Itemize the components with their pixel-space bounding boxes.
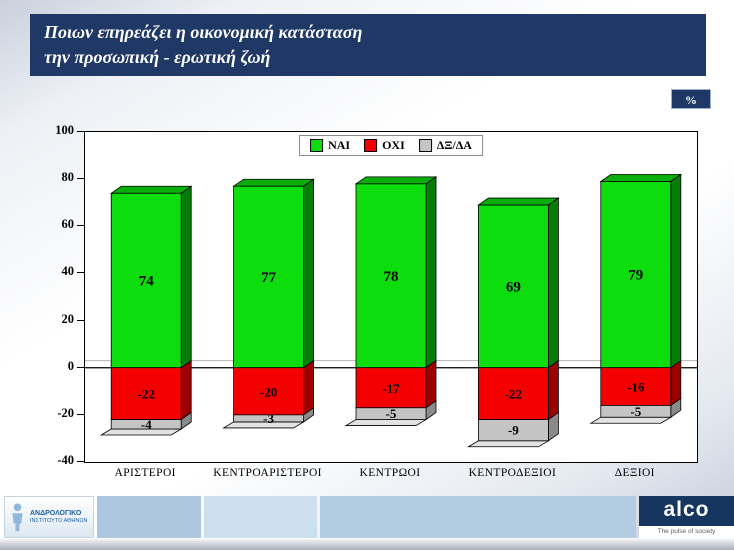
bar-yes-3 [477, 204, 549, 369]
footer-band-1 [97, 496, 201, 538]
bar-value-label: 74 [139, 274, 155, 290]
bar-chart: 74 -22 -4 77 -20 -3 78 -17 -5 69 -22 -9 79 -16 -5 [85, 173, 697, 448]
y-tick-label: 20 [61, 311, 75, 326]
bar-no-side-0 [180, 359, 192, 421]
y-tick-label: -20 [57, 405, 74, 420]
bar-value-label: 69 [506, 279, 521, 295]
bar-yes-side-3 [547, 197, 559, 369]
bar-yes-top-2 [354, 176, 438, 185]
bar-value-label: -16 [627, 380, 645, 395]
bar-yes-4 [600, 181, 672, 369]
footer-band-3 [320, 496, 636, 538]
bar-yes-side-0 [180, 185, 192, 369]
chart-legend: ΝΑΙ ΟΧΙ ΔΞ/ΔΑ [299, 135, 483, 156]
bar-value-label: -22 [138, 387, 155, 402]
y-tick-mark [77, 366, 84, 368]
bar-yes-side-2 [425, 176, 437, 369]
y-tick-mark [77, 272, 84, 274]
y-tick-mark [77, 178, 84, 180]
y-tick-mark [77, 461, 84, 462]
alco-wordmark: alco [663, 498, 710, 521]
slide-title-line2: την προσωπική - ερωτική ζωή [44, 46, 271, 67]
bar-value-label: -5 [386, 406, 397, 421]
y-tick-mark [77, 413, 84, 415]
legend-label: ΔΞ/ΔΑ [436, 138, 472, 152]
bar-yes-2 [355, 183, 427, 369]
institute-name: ΑΝΔΡΟΛΟΓΙΚΟ ΙΝΣΤΙΤΟΥΤΟ ΑΘΗΝΩΝ [30, 510, 87, 524]
bar-no-side-2 [425, 359, 437, 409]
bar-yes-top-0 [109, 185, 193, 194]
bar-no-4 [600, 367, 672, 406]
bar-value-label: -9 [508, 423, 519, 438]
alco-tagline: The pulse of society [639, 526, 734, 538]
bar-yes-top-4 [599, 174, 683, 182]
y-tick-mark [77, 225, 84, 227]
percent-unit-badge: % [671, 89, 711, 109]
bar-value-label: -20 [260, 384, 277, 399]
bar-dk-4 [600, 405, 672, 418]
bar-value-label: 78 [384, 269, 399, 285]
bar-value-label: -22 [505, 387, 522, 402]
legend-swatch [310, 139, 324, 152]
bottom-strip [0, 538, 734, 550]
y-tick-label: 100 [55, 123, 74, 137]
y-tick-mark [77, 131, 84, 132]
bar-value-label: -17 [382, 381, 400, 396]
bar-yes-1 [233, 185, 305, 369]
bar-dk-2 [355, 407, 427, 420]
bar-yes-top-1 [232, 178, 315, 187]
y-tick-mark [77, 319, 84, 321]
bar-value-label: -4 [141, 417, 152, 432]
x-category-label: ΚΕΝΤΡΟΑΡΙΣΤΕΡΟΙ [213, 467, 322, 479]
y-tick-label: 60 [61, 217, 75, 232]
bar-no-0 [110, 367, 182, 420]
y-tick-label: 0 [67, 358, 74, 373]
legend-item-2: ΔΞ/ΔΑ [418, 138, 472, 153]
institute-logo: ΑΝΔΡΟΛΟΓΙΚΟ ΙΝΣΤΙΤΟΥΤΟ ΑΘΗΝΩΝ [4, 496, 94, 538]
y-tick-label: 80 [61, 170, 75, 185]
institute-name-line2: ΙΝΣΤΙΤΟΥΤΟ ΑΘΗΝΩΝ [30, 517, 88, 524]
y-tick-label: 40 [61, 264, 75, 279]
bar-yes-side-4 [670, 173, 682, 369]
bar-value-label: -3 [263, 411, 274, 426]
bar-dk-1 [233, 414, 305, 423]
title-bar: Ποιων επηρεάζει η οικονομική κατάσταση τ… [30, 14, 706, 76]
bar-no-side-1 [303, 359, 315, 416]
bar-value-label: 77 [261, 270, 277, 286]
legend-item-0: ΝΑΙ [310, 138, 350, 153]
bar-value-label: 79 [628, 268, 643, 284]
legend-label: ΝΑΙ [328, 138, 351, 152]
x-category-label: ΔΕΞΙΟΙ [614, 467, 655, 479]
legend-swatch [364, 139, 378, 152]
bar-dk-3 [477, 419, 549, 442]
alco-logo: alco The pulse of society [639, 496, 734, 538]
bar-no-2 [355, 367, 427, 409]
legend-swatch [418, 139, 432, 152]
bar-yes-side-1 [303, 178, 315, 369]
x-axis-labels: ΑΡΙΣΤΕΡΟΙ ΚΕΝΤΡΟΑΡΙΣΤΕΡΟΙ ΚΕΝΤΡΩΟΙ ΚΕΝΤΡΟΔΕ… [84, 467, 696, 485]
x-category-label: ΚΕΝΤΡΩΟΙ [359, 467, 421, 479]
x-category-label: ΚΕΝΤΡΟΔΕΞΙΟΙ [468, 467, 557, 479]
legend-label: ΟΧΙ [382, 138, 405, 152]
y-tick-label: -40 [57, 453, 74, 467]
person-icon [12, 502, 23, 531]
bar-no-3 [477, 367, 549, 420]
footer-band-2 [204, 496, 317, 538]
bar-no-1 [233, 367, 305, 416]
bar-no-side-3 [547, 359, 559, 421]
y-axis-ticks [77, 131, 84, 465]
institute-name-line1: ΑΝΔΡΟΛΟΓΙΚΟ [30, 509, 82, 517]
plot-area: 74 -22 -4 77 -20 -3 78 -17 -5 69 -22 -9 79 -16 -5 ΝΑΙ Ο… [84, 131, 698, 463]
legend-item-1: ΟΧΙ [364, 138, 405, 153]
slide-title-line1: Ποιων επηρεάζει η οικονομική κατάσταση [44, 22, 363, 42]
x-category-label: ΑΡΙΣΤΕΡΟΙ [114, 467, 176, 479]
bar-yes-top-3 [477, 197, 560, 206]
bar-no-side-4 [670, 359, 682, 407]
bar-value-label: -5 [630, 404, 641, 419]
y-axis-labels: 100 80 60 40 20 0 -20 -40 [28, 123, 75, 473]
bar-dk-0 [110, 419, 182, 430]
bar-dk-bottom-3 [466, 440, 550, 448]
bar-yes-0 [110, 192, 182, 369]
